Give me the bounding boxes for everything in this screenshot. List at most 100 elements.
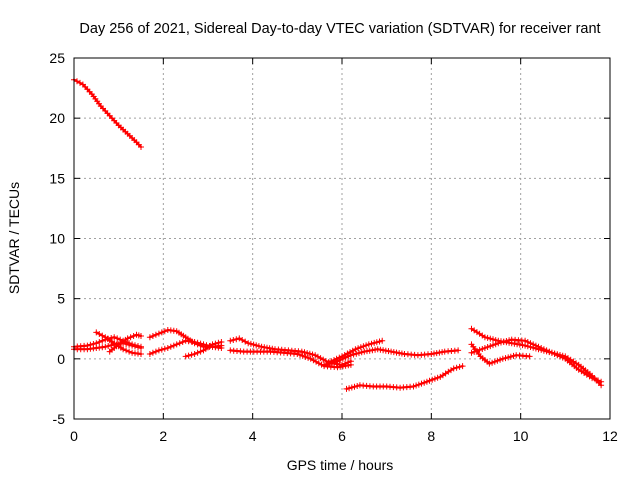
point-arc-5-8	[124, 335, 131, 342]
point-arc-14-7	[487, 335, 494, 342]
point-arc-7-5	[161, 345, 168, 352]
point-arc-13-36	[450, 365, 457, 372]
point-arc-7-11	[179, 339, 186, 345]
point-arc-16-18	[510, 352, 517, 359]
point-arc-15-30	[551, 351, 558, 357]
point-arc-9-25	[301, 349, 308, 356]
point-arc-3-18	[126, 341, 133, 348]
point-arc-10-24	[305, 354, 312, 361]
point-arc-5-13	[138, 333, 144, 339]
point-arc-15-22	[530, 341, 537, 348]
point-arc-9-6	[245, 340, 252, 347]
point-arc-7-16	[194, 339, 201, 346]
point-arc-16-15	[502, 355, 509, 362]
point-arc-13-29	[431, 375, 438, 382]
point-arc-10-22	[299, 352, 306, 359]
point-arc-15-32	[557, 353, 563, 360]
point-arc-12-15	[365, 341, 372, 348]
point-arc-3-21	[135, 344, 141, 351]
point-arc-15-10	[495, 340, 502, 347]
series-arc-7	[146, 337, 225, 357]
point-arc-11-9	[345, 353, 352, 360]
point-arc-4-17	[138, 351, 144, 357]
point-arc-8-0	[182, 353, 189, 360]
point-arc-12-19	[376, 338, 383, 345]
point-arc-8-1	[185, 352, 192, 359]
point-arc-16-9	[486, 360, 493, 367]
point-arc-15-29	[548, 349, 555, 356]
point-arc-9-32	[320, 356, 327, 363]
point-arc-5-10	[130, 333, 137, 339]
y-tick-label-4: 15	[49, 170, 65, 186]
point-arc-1-30	[138, 144, 144, 150]
point-arc-12-0	[325, 359, 332, 366]
point-arc-12-2	[331, 357, 337, 363]
point-arc-16-10	[489, 359, 496, 366]
series-arc-5	[106, 331, 144, 355]
point-arc-10-28	[315, 360, 322, 367]
point-arc-7-10	[176, 340, 183, 347]
point-arc-6-4	[158, 329, 165, 336]
y-tick-label-3: 10	[49, 231, 65, 247]
point-arc-9-33	[322, 358, 329, 364]
point-arc-12-8	[347, 349, 353, 356]
point-arc-11-14	[358, 349, 365, 356]
point-arc-8-3	[191, 351, 198, 357]
series-arc-1	[71, 76, 144, 150]
point-arc-11-10	[347, 352, 354, 359]
point-arc-15-45	[589, 375, 596, 382]
point-arc-16-16	[505, 354, 512, 361]
point-arc-11-47	[455, 347, 462, 354]
point-arc-8-2	[188, 351, 195, 358]
point-arc-6-0	[146, 334, 153, 341]
point-arc-11-11	[350, 351, 357, 358]
y-tick-label-2: 5	[57, 291, 65, 307]
point-arc-15-6	[484, 344, 491, 350]
point-arc-9-1	[230, 337, 237, 343]
point-arc-12-7	[344, 350, 351, 357]
point-arc-7-24	[218, 345, 225, 351]
point-arc-2-9	[99, 337, 106, 344]
point-arc-7-2	[152, 348, 159, 355]
point-arc-15-5	[481, 345, 488, 351]
point-arc-15-33	[559, 354, 566, 361]
point-arc-8-10	[209, 341, 216, 348]
point-arc-4-11	[120, 346, 127, 353]
point-arc-15-8	[490, 342, 496, 349]
point-arc-15-0	[468, 349, 475, 356]
point-arc-13-23	[415, 381, 422, 388]
point-arc-9-24	[298, 348, 305, 355]
point-arc-4-13	[126, 348, 133, 355]
x-tick-label-1: 2	[159, 428, 167, 444]
x-tick-label-0: 0	[70, 428, 78, 444]
point-arc-15-11	[498, 339, 504, 346]
point-arc-2-14	[114, 335, 121, 342]
point-arc-7-3	[155, 347, 162, 354]
point-arc-9-9	[253, 342, 260, 349]
point-arc-9-8	[250, 341, 257, 348]
point-arc-6-2	[152, 331, 159, 338]
point-arc-10-39	[347, 361, 354, 368]
y-axis-label: SDTVAR / TECUs	[6, 182, 22, 294]
point-arc-15-31	[554, 352, 561, 359]
x-tick-label-2: 4	[249, 428, 257, 444]
point-arc-16-13	[497, 356, 504, 363]
point-arc-13-1	[346, 385, 353, 392]
point-arc-12-10	[352, 346, 359, 353]
x-axis-label: GPS time / hours	[287, 457, 394, 473]
point-arc-16-11	[491, 358, 498, 365]
point-arc-7-7	[167, 343, 174, 350]
point-arc-12-16	[368, 340, 375, 347]
point-arc-13-28	[429, 376, 436, 383]
point-arc-7-9	[173, 341, 180, 348]
point-arc-15-47	[595, 377, 602, 384]
point-arc-13-30	[434, 374, 441, 381]
point-arc-8-5	[197, 348, 204, 355]
point-arc-13-21	[410, 383, 417, 390]
point-arc-15-46	[592, 376, 599, 383]
point-arc-7-1	[149, 349, 156, 356]
point-arc-12-11	[355, 345, 362, 352]
point-arc-15-28	[546, 348, 553, 355]
point-arc-9-10	[255, 343, 262, 350]
